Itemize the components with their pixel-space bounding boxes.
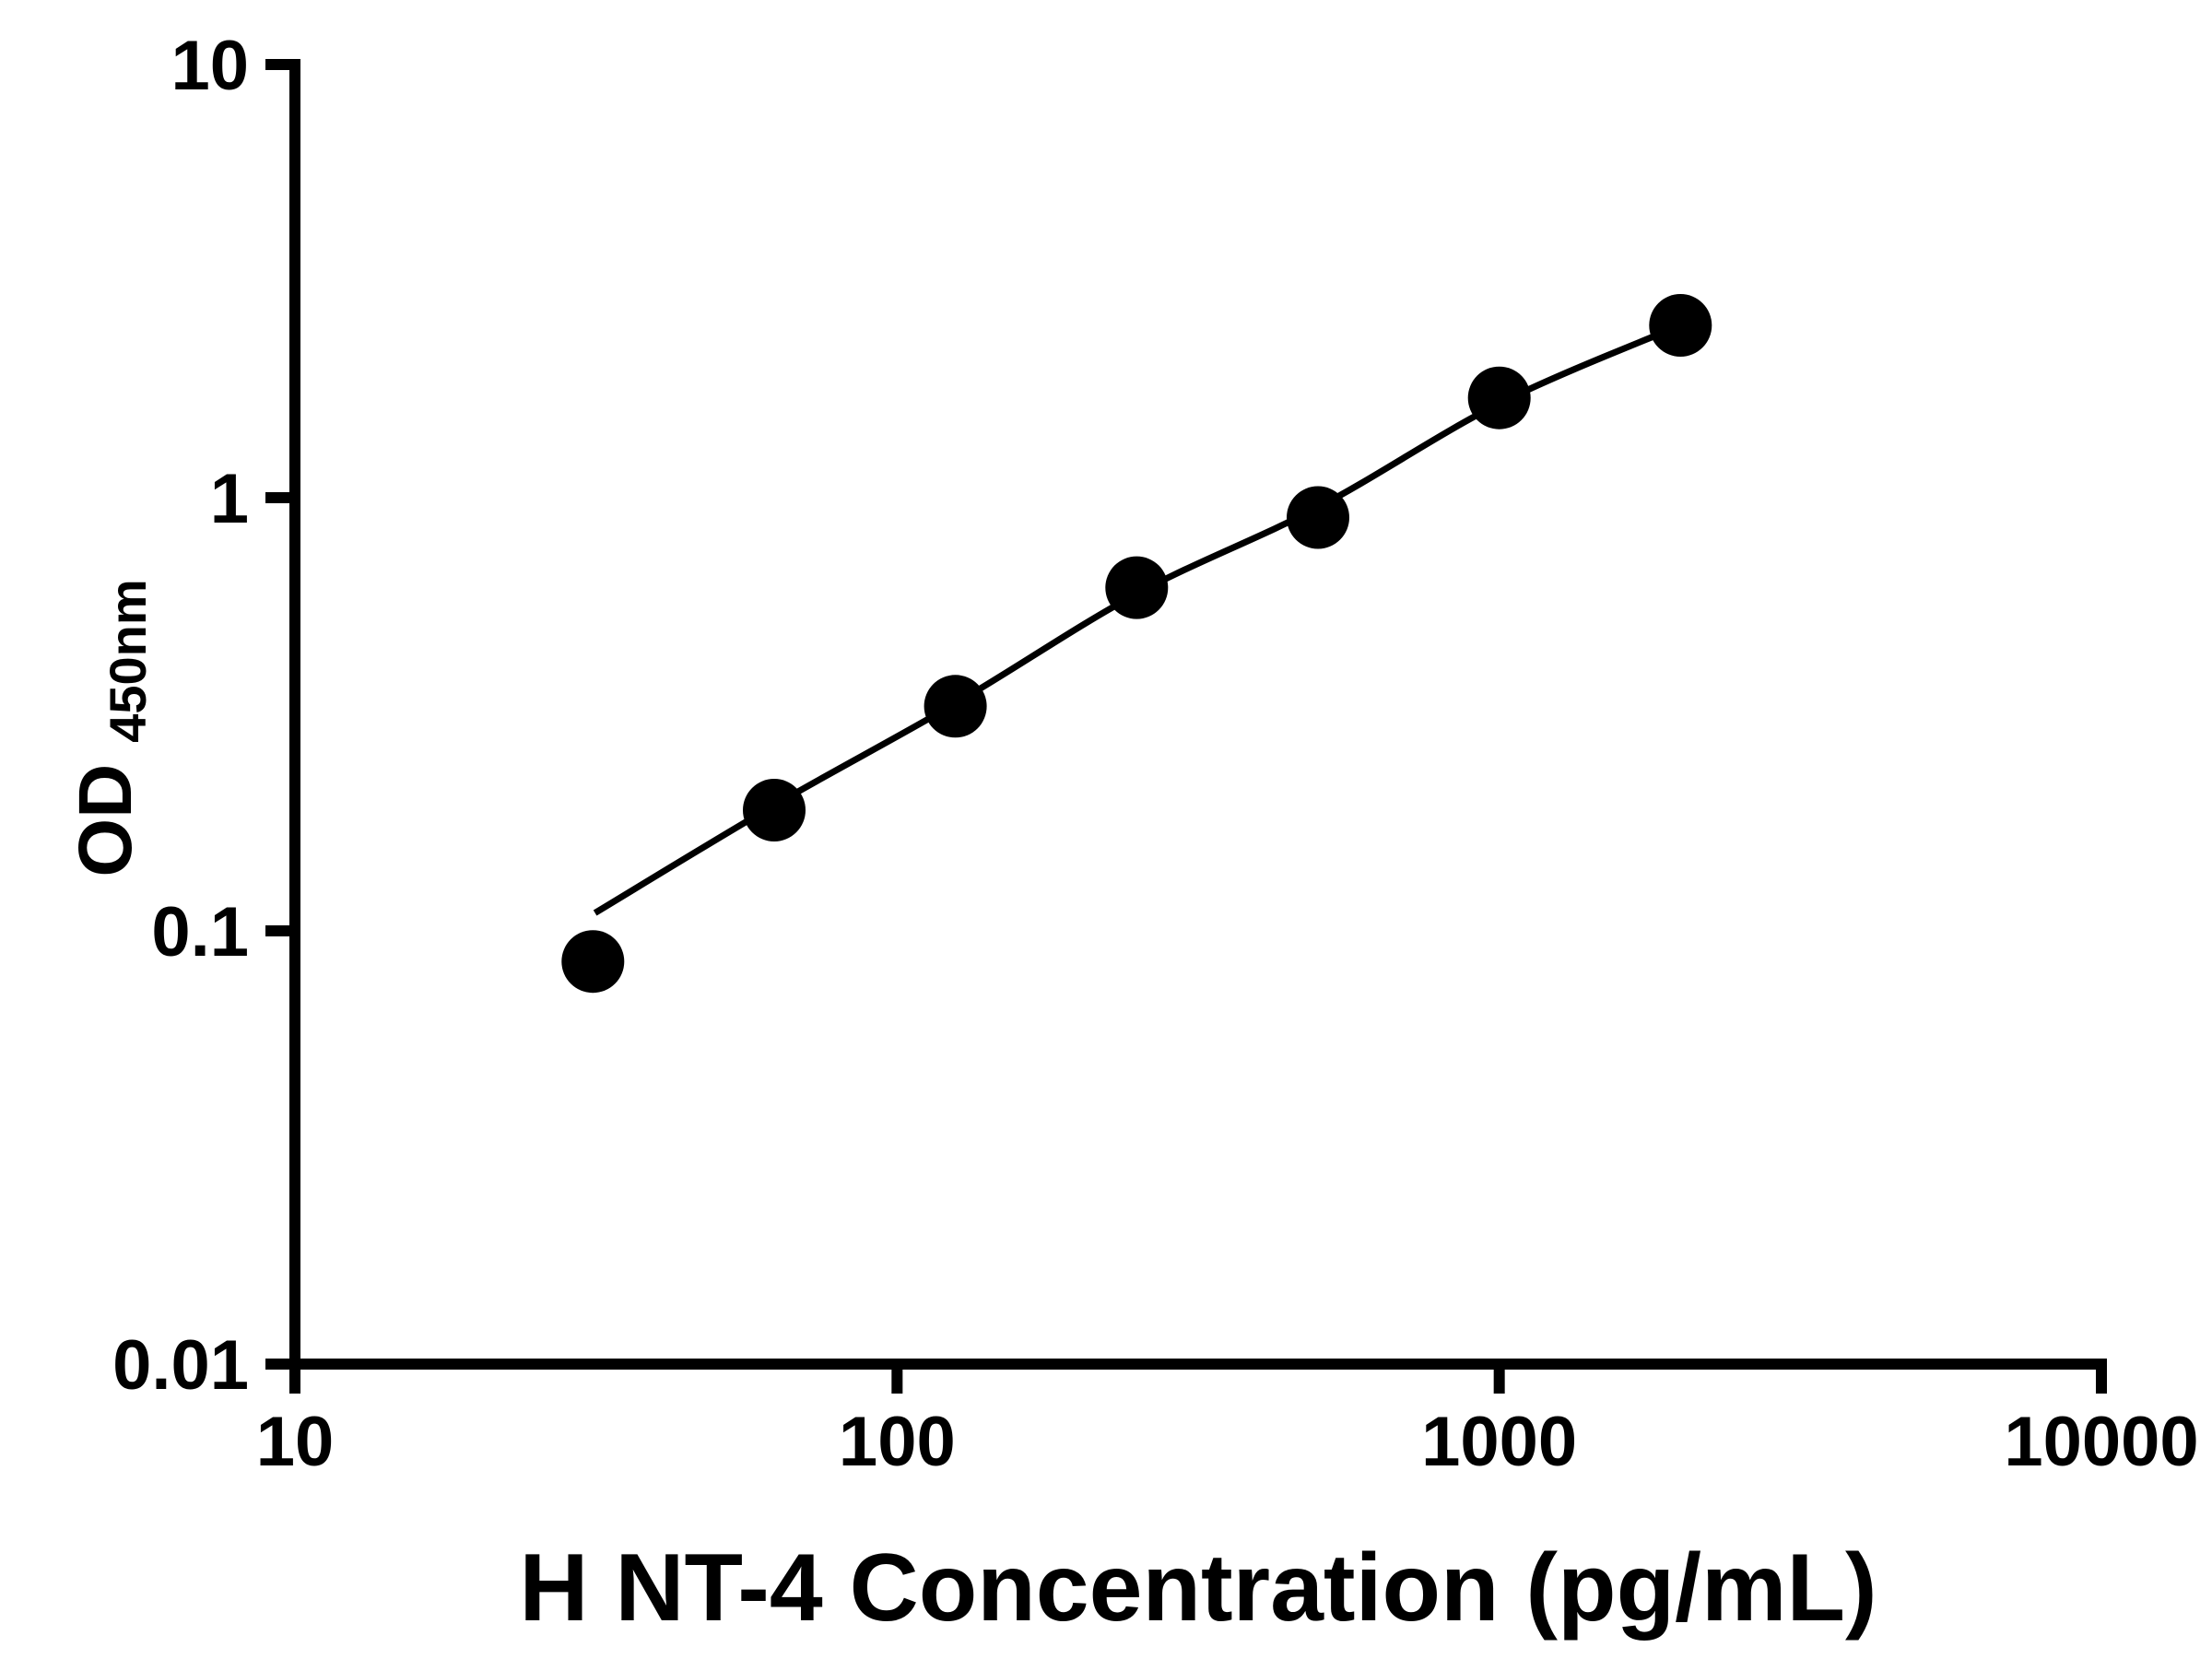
axis-spine	[289, 59, 2107, 1370]
tick-labels: 10 100 1000 10000 0.01 0.1 1 10	[112, 27, 2199, 1481]
data-point	[924, 675, 987, 738]
tick-marks	[265, 59, 2107, 1394]
y-axis-title-sub: 450nm	[99, 579, 157, 742]
data-point	[1467, 366, 1531, 429]
y-tick-label: 0.1	[151, 893, 249, 971]
data-points-group	[561, 294, 1712, 994]
y-tick-label: 10	[171, 27, 249, 105]
y-tick-label: 1	[210, 460, 249, 538]
x-tick-label: 1000	[1421, 1403, 1577, 1481]
y-tick-label: 0.01	[112, 1326, 249, 1405]
y-axis-title-main: OD	[64, 764, 147, 877]
x-tick-label: 100	[839, 1403, 956, 1481]
axes	[289, 59, 2107, 1370]
data-point	[561, 930, 625, 994]
data-point	[1105, 556, 1169, 619]
data-point	[743, 779, 806, 841]
data-point	[1287, 486, 1349, 549]
y-axis-title: OD 450nm	[64, 579, 157, 877]
x-tick-label: 10000	[2004, 1403, 2198, 1481]
x-axis-title: H NT-4 Concentration (pg/mL)	[519, 1535, 1877, 1641]
data-point	[1649, 294, 1712, 357]
x-tick-label: 10	[256, 1403, 335, 1481]
